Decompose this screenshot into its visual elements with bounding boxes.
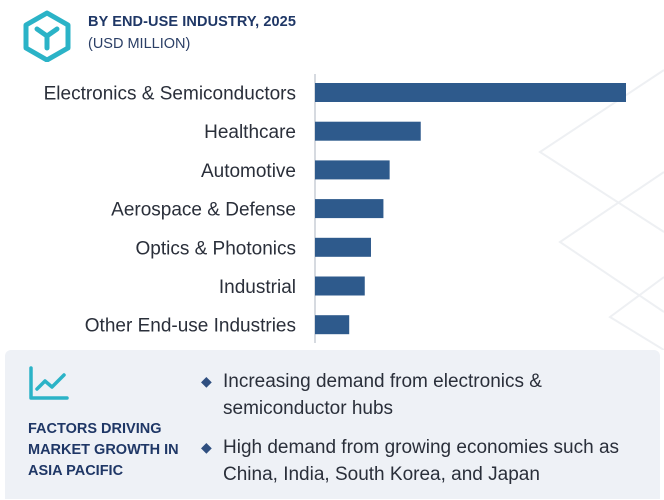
bar-healthcare — [315, 121, 421, 141]
factor-item: ◆ Increasing demand from electronics & s… — [201, 368, 651, 422]
bar-chart: Electronics & Semiconductors Healthcare Au… — [44, 69, 664, 350]
bar-optics-photonics — [315, 237, 371, 257]
hexagon-logo-icon — [23, 10, 71, 62]
chart-title: BY END-USE INDUSTRY, 2025 — [88, 14, 296, 30]
growth-factors-panel: FACTORS DRIVING MARKET GROWTH IN ASIA PA… — [5, 350, 660, 499]
category-label: Industrial — [219, 277, 296, 298]
chart-subtitle: (USD MILLION) — [88, 36, 191, 52]
category-labels-group: Electronics & Semiconductors Healthcare Au… — [44, 84, 296, 337]
trend-line-icon — [29, 366, 69, 400]
bar-aerospace-defense — [315, 199, 384, 219]
category-label: Automotive — [201, 161, 296, 182]
category-label: Aerospace & Defense — [111, 200, 296, 221]
factors-title: FACTORS DRIVING MARKET GROWTH IN ASIA PA… — [28, 421, 179, 479]
category-label: Other End-use Industries — [85, 316, 296, 337]
category-label: Healthcare — [204, 122, 296, 143]
bar-industrial — [315, 276, 365, 296]
bar-other-end-use-industries — [315, 315, 350, 335]
diamond-bullet-icon: ◆ — [201, 439, 212, 455]
factors-list: ◆ Increasing demand from electronics & s… — [201, 368, 651, 500]
factor-item: ◆ High demand from growing economies suc… — [201, 434, 651, 488]
diamond-bullet-icon: ◆ — [201, 373, 212, 389]
header: BY END-USE INDUSTRY, 2025 (USD MILLION) — [0, 0, 664, 70]
chart-area: Electronics & Semiconductors Healthcare Au… — [0, 62, 664, 350]
bars-group — [315, 83, 626, 335]
background-decoration — [538, 69, 664, 350]
category-label: Optics & Photonics — [135, 238, 296, 259]
bar-automotive — [315, 160, 390, 180]
category-label: Electronics & Semiconductors — [44, 84, 296, 105]
factor-text: Increasing demand from electronics & sem… — [223, 371, 542, 419]
bar-electronics-semiconductors — [315, 83, 626, 102]
factor-text: High demand from growing economies such … — [223, 437, 620, 485]
